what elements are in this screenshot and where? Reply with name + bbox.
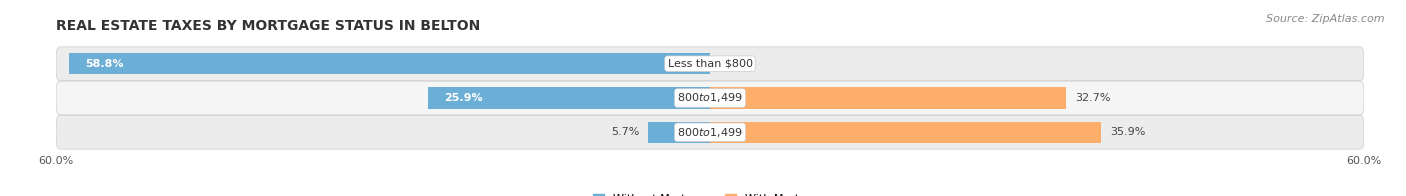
FancyBboxPatch shape [56, 115, 1364, 149]
Text: $800 to $1,499: $800 to $1,499 [678, 126, 742, 139]
Text: 58.8%: 58.8% [86, 59, 124, 69]
Text: Less than $800: Less than $800 [668, 59, 752, 69]
Text: $800 to $1,499: $800 to $1,499 [678, 92, 742, 104]
Text: 0.0%: 0.0% [718, 59, 747, 69]
Bar [648, 122, 710, 143]
FancyBboxPatch shape [56, 47, 1364, 81]
Bar [69, 53, 710, 74]
Text: 32.7%: 32.7% [1076, 93, 1111, 103]
Text: REAL ESTATE TAXES BY MORTGAGE STATUS IN BELTON: REAL ESTATE TAXES BY MORTGAGE STATUS IN … [56, 19, 481, 33]
Legend: Without Mortgage, With Mortgage: Without Mortgage, With Mortgage [593, 194, 827, 196]
FancyBboxPatch shape [56, 81, 1364, 115]
Bar [427, 87, 710, 109]
Text: 35.9%: 35.9% [1109, 127, 1146, 137]
Text: 25.9%: 25.9% [444, 93, 482, 103]
Text: 5.7%: 5.7% [610, 127, 640, 137]
Bar [710, 122, 1101, 143]
Bar [710, 87, 1066, 109]
Text: Source: ZipAtlas.com: Source: ZipAtlas.com [1267, 14, 1385, 24]
